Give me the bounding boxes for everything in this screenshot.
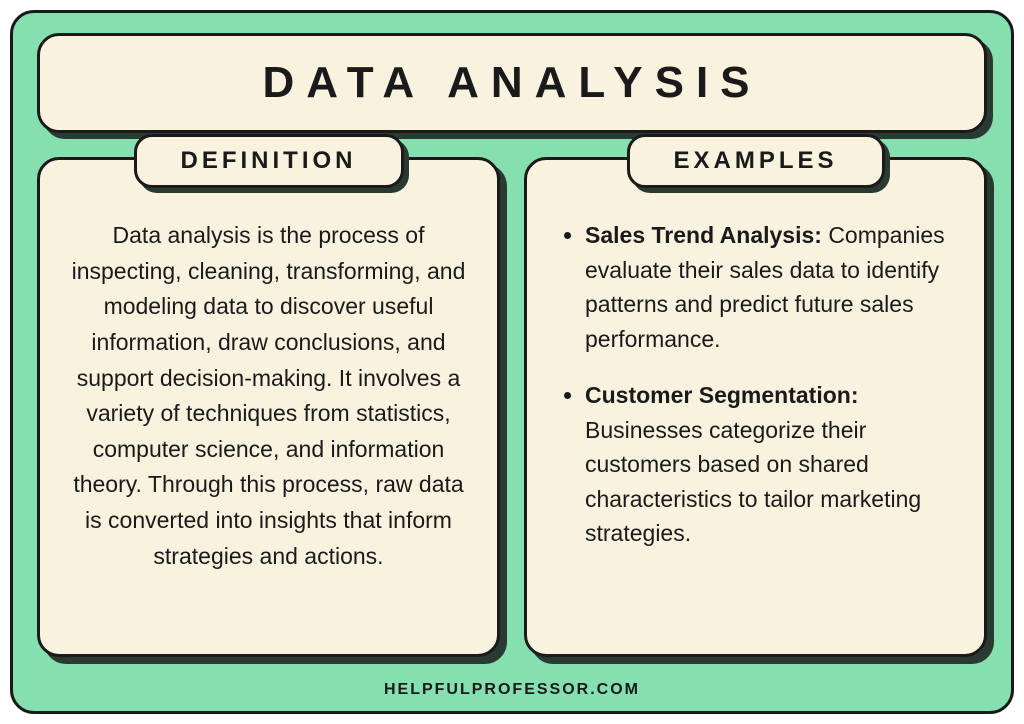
examples-header: EXAMPLES bbox=[626, 134, 884, 188]
page-title: DATA ANALYSIS bbox=[40, 58, 984, 108]
definition-card: DEFINITION Data analysis is the process … bbox=[37, 157, 500, 657]
definition-header: DEFINITION bbox=[134, 134, 404, 188]
definition-column: DEFINITION Data analysis is the process … bbox=[37, 157, 500, 667]
example-title: Customer Segmentation: bbox=[585, 382, 858, 408]
columns-row: DEFINITION Data analysis is the process … bbox=[37, 157, 987, 667]
definition-text: Data analysis is the process of inspecti… bbox=[66, 218, 471, 574]
example-title: Sales Trend Analysis: bbox=[585, 222, 822, 248]
examples-list: Sales Trend Analysis: Companies evaluate… bbox=[553, 218, 958, 551]
footer-credit: HELPFULPROFESSOR.COM bbox=[37, 681, 987, 699]
title-box: DATA ANALYSIS bbox=[37, 33, 987, 133]
examples-header-label: EXAMPLES bbox=[673, 147, 837, 175]
examples-card: EXAMPLES Sales Trend Analysis: Companies… bbox=[524, 157, 987, 657]
example-desc: Businesses categorize their customers ba… bbox=[585, 417, 921, 547]
infographic-container: DATA ANALYSIS DEFINITION Data analysis i… bbox=[10, 10, 1014, 714]
examples-column: EXAMPLES Sales Trend Analysis: Companies… bbox=[524, 157, 987, 667]
list-item: Customer Segmentation: Businesses catego… bbox=[585, 378, 958, 551]
list-item: Sales Trend Analysis: Companies evaluate… bbox=[585, 218, 958, 356]
definition-header-label: DEFINITION bbox=[181, 147, 357, 175]
